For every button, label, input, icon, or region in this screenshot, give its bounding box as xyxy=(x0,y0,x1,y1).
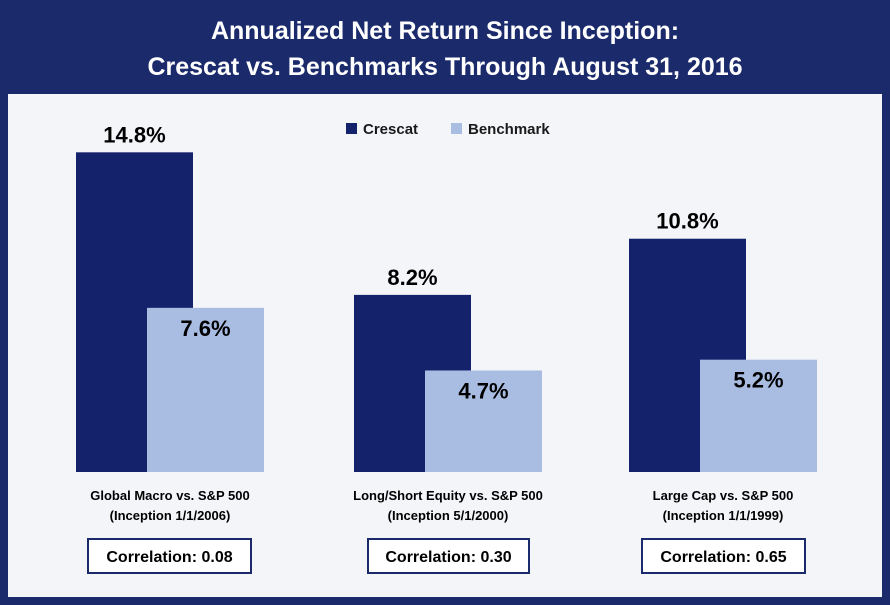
data-label-benchmark-2: 4.7% xyxy=(458,378,508,403)
category-label-2-line-2: (Inception 5/1/2000) xyxy=(388,508,509,523)
legend-label-benchmark: Benchmark xyxy=(468,121,550,138)
bar-chart: 14.8% 7.6% Global Macro vs. S&P 500 (Incept… xyxy=(76,121,817,523)
chart-title: Annualized Net Return Since Inception: C… xyxy=(2,2,888,94)
category-label-1-line-2: (Inception 1/1/2006) xyxy=(110,508,231,523)
legend-swatch-benchmark xyxy=(451,123,462,134)
data-label-crescat-3: 10.8% xyxy=(656,209,718,234)
plot-panel: 14.8% 7.6% Global Macro vs. S&P 500 (Incept… xyxy=(8,94,882,597)
title-line-2: Crescat vs. Benchmarks Through August 31… xyxy=(147,53,743,81)
title-line-1: Annualized Net Return Since Inception: xyxy=(210,17,680,45)
data-label-crescat-1: 14.8% xyxy=(103,122,165,147)
bar-benchmark-1 xyxy=(147,307,264,472)
legend-label-crescat: Crescat xyxy=(363,121,418,138)
data-label-benchmark-1: 7.6% xyxy=(180,316,230,341)
data-label-benchmark-3: 5.2% xyxy=(733,368,783,393)
correlation-box-2: Correlation: 0.30 xyxy=(367,538,530,574)
category-label-3-line-2: (Inception 1/1/1999) xyxy=(663,508,784,523)
legend-swatch-crescat xyxy=(346,123,357,134)
bar-benchmark-2 xyxy=(425,370,542,472)
correlation-box-1: Correlation: 0.08 xyxy=(87,538,252,574)
category-label-2-line-1: Long/Short Equity vs. S&P 500 xyxy=(353,488,543,503)
correlation-box-3: Correlation: 0.65 xyxy=(641,538,806,574)
bar-benchmark-3 xyxy=(700,359,817,472)
category-label-3-line-1: Large Cap vs. S&P 500 xyxy=(653,488,794,503)
data-label-crescat-2: 8.2% xyxy=(387,265,437,290)
category-label-1-line-1: Global Macro vs. S&P 500 xyxy=(90,488,249,503)
